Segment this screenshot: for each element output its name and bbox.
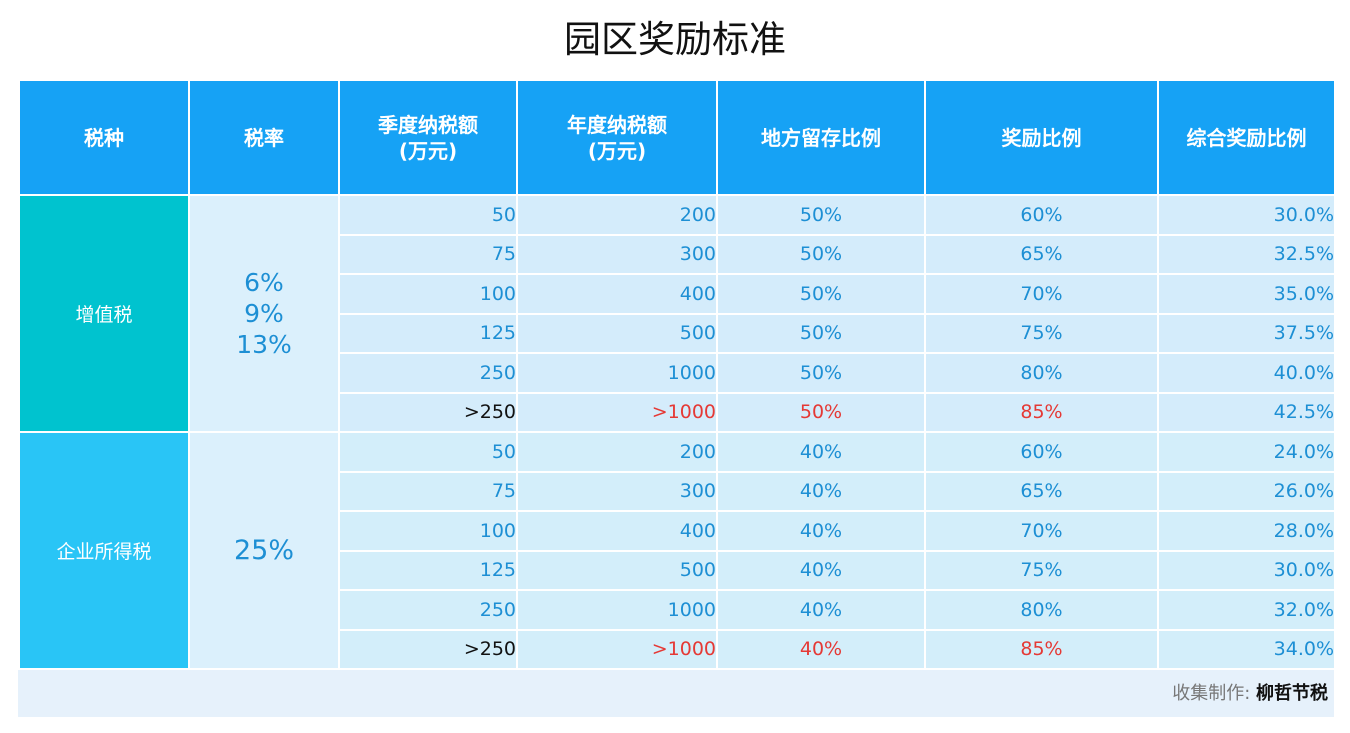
reward-cell: 70% xyxy=(924,510,1159,552)
table-row: 75 300 50% 65% 32.5% xyxy=(19,233,1336,275)
table-row: 250 1000 50% 80% 40.0% xyxy=(19,352,1336,394)
table-row: 增值税 6% 9% 13% 50 200 50% 60% 30.0% xyxy=(18,194,1336,433)
total-reward-cell: 30.0% xyxy=(1157,194,1336,236)
retention-cell: 40% xyxy=(716,549,926,591)
footer-label: 收集制作: xyxy=(1172,683,1256,704)
reward-cell: 85% xyxy=(924,391,1159,433)
retention-cell: 40% xyxy=(716,510,926,552)
retention-cell: 40% xyxy=(716,431,926,473)
annual-tax-cell: 300 xyxy=(516,470,718,512)
header-annual-tax-line2: (万元) xyxy=(587,138,647,163)
retention-cell: 50% xyxy=(716,273,926,315)
quarterly-tax-cell: 125 xyxy=(338,549,518,591)
total-reward-cell: 35.0% xyxy=(1157,273,1336,315)
reward-cell: 75% xyxy=(924,312,1159,354)
quarterly-tax-cell: 250 xyxy=(338,352,518,394)
footer-credit: 收集制作: 柳哲节税 xyxy=(18,670,1334,717)
table-row: 100 400 40% 70% 28.0% xyxy=(19,510,1336,552)
tax-rate-cit: 25% xyxy=(188,431,340,670)
header-annual-tax-line1: 年度纳税额 xyxy=(567,112,667,137)
quarterly-tax-cell: 50 xyxy=(338,431,518,473)
total-reward-cell: 30.0% xyxy=(1157,549,1336,591)
reward-cell: 60% xyxy=(924,431,1159,473)
reward-standards-table: 税种 税率 季度纳税额 (万元) 年度纳税额 (万元) 地方留存比例 奖励比例 … xyxy=(18,79,1336,670)
quarterly-tax-cell: >250 xyxy=(338,628,518,670)
rate-value: 25% xyxy=(233,535,294,566)
retention-cell: 40% xyxy=(716,470,926,512)
table-row: 250 1000 40% 80% 32.0% xyxy=(19,589,1336,631)
retention-cell: 50% xyxy=(716,352,926,394)
total-reward-cell: 34.0% xyxy=(1157,628,1336,670)
total-reward-cell: 37.5% xyxy=(1157,312,1336,354)
quarterly-tax-cell: 50 xyxy=(338,194,518,236)
header-quarterly-tax-line2: (万元) xyxy=(398,138,458,163)
header-tax-rate: 税率 xyxy=(188,79,340,196)
annual-tax-cell: 400 xyxy=(516,510,718,552)
total-reward-cell: 26.0% xyxy=(1157,470,1336,512)
annual-tax-cell: 1000 xyxy=(516,589,718,631)
header-quarterly-tax-line1: 季度纳税额 xyxy=(378,112,478,137)
quarterly-tax-cell: >250 xyxy=(338,391,518,433)
reward-cell: 70% xyxy=(924,273,1159,315)
annual-tax-cell: >1000 xyxy=(516,391,718,433)
table-row: 企业所得税 25% 50 200 40% 60% 24.0% xyxy=(18,431,1336,670)
header-local-retention: 地方留存比例 xyxy=(716,79,926,196)
total-reward-cell: 40.0% xyxy=(1157,352,1336,394)
total-reward-cell: 42.5% xyxy=(1157,391,1336,433)
annual-tax-cell: 200 xyxy=(516,194,718,236)
annual-tax-cell: 400 xyxy=(516,273,718,315)
table-row: >250 >1000 50% 85% 42.5% xyxy=(19,391,1336,433)
header-quarterly-tax: 季度纳税额 (万元) xyxy=(338,79,518,196)
quarterly-tax-cell: 75 xyxy=(338,470,518,512)
quarterly-tax-cell: 75 xyxy=(338,233,518,275)
rate-value: 6% xyxy=(244,268,284,297)
tax-type-vat: 增值税 xyxy=(18,194,190,433)
retention-cell: 40% xyxy=(716,589,926,631)
table-row: 75 300 40% 65% 26.0% xyxy=(19,470,1336,512)
reward-cell: 80% xyxy=(924,352,1159,394)
retention-cell: 50% xyxy=(716,391,926,433)
retention-cell: 50% xyxy=(716,312,926,354)
table-row: 125 500 40% 75% 30.0% xyxy=(19,549,1336,591)
table-header-row: 税种 税率 季度纳税额 (万元) 年度纳税额 (万元) 地方留存比例 奖励比例 … xyxy=(18,79,1336,196)
annual-tax-cell: 200 xyxy=(516,431,718,473)
annual-tax-cell: >1000 xyxy=(516,628,718,670)
table-row: 100 400 50% 70% 35.0% xyxy=(19,273,1336,315)
retention-cell: 40% xyxy=(716,628,926,670)
total-reward-cell: 32.0% xyxy=(1157,589,1336,631)
quarterly-tax-cell: 100 xyxy=(338,510,518,552)
table-row: 125 500 50% 75% 37.5% xyxy=(19,312,1336,354)
quarterly-tax-cell: 125 xyxy=(338,312,518,354)
page-title: 园区奖励标准 xyxy=(564,18,786,61)
annual-tax-cell: 500 xyxy=(516,549,718,591)
annual-tax-cell: 300 xyxy=(516,233,718,275)
reward-cell: 65% xyxy=(924,470,1159,512)
quarterly-tax-cell: 250 xyxy=(338,589,518,631)
table-row: >250 >1000 40% 85% 34.0% xyxy=(19,628,1336,670)
annual-tax-cell: 500 xyxy=(516,312,718,354)
tax-type-cit: 企业所得税 xyxy=(18,431,190,670)
retention-cell: 50% xyxy=(716,194,926,236)
reward-cell: 75% xyxy=(924,549,1159,591)
reward-cell: 60% xyxy=(924,194,1159,236)
footer-author: 柳哲节税 xyxy=(1256,683,1328,704)
reward-cell: 80% xyxy=(924,589,1159,631)
header-total-reward-ratio: 综合奖励比例 xyxy=(1157,79,1336,196)
annual-tax-cell: 1000 xyxy=(516,352,718,394)
total-reward-cell: 28.0% xyxy=(1157,510,1336,552)
reward-cell: 85% xyxy=(924,628,1159,670)
tax-rate-vat: 6% 9% 13% xyxy=(188,194,340,433)
quarterly-tax-cell: 100 xyxy=(338,273,518,315)
total-reward-cell: 32.5% xyxy=(1157,233,1336,275)
header-annual-tax: 年度纳税额 (万元) xyxy=(516,79,718,196)
header-tax-type: 税种 xyxy=(18,79,190,196)
reward-cell: 65% xyxy=(924,233,1159,275)
retention-cell: 50% xyxy=(716,233,926,275)
rate-value: 13% xyxy=(236,330,292,359)
total-reward-cell: 24.0% xyxy=(1157,431,1336,473)
rate-value: 9% xyxy=(244,299,284,328)
header-reward-ratio: 奖励比例 xyxy=(924,79,1159,196)
